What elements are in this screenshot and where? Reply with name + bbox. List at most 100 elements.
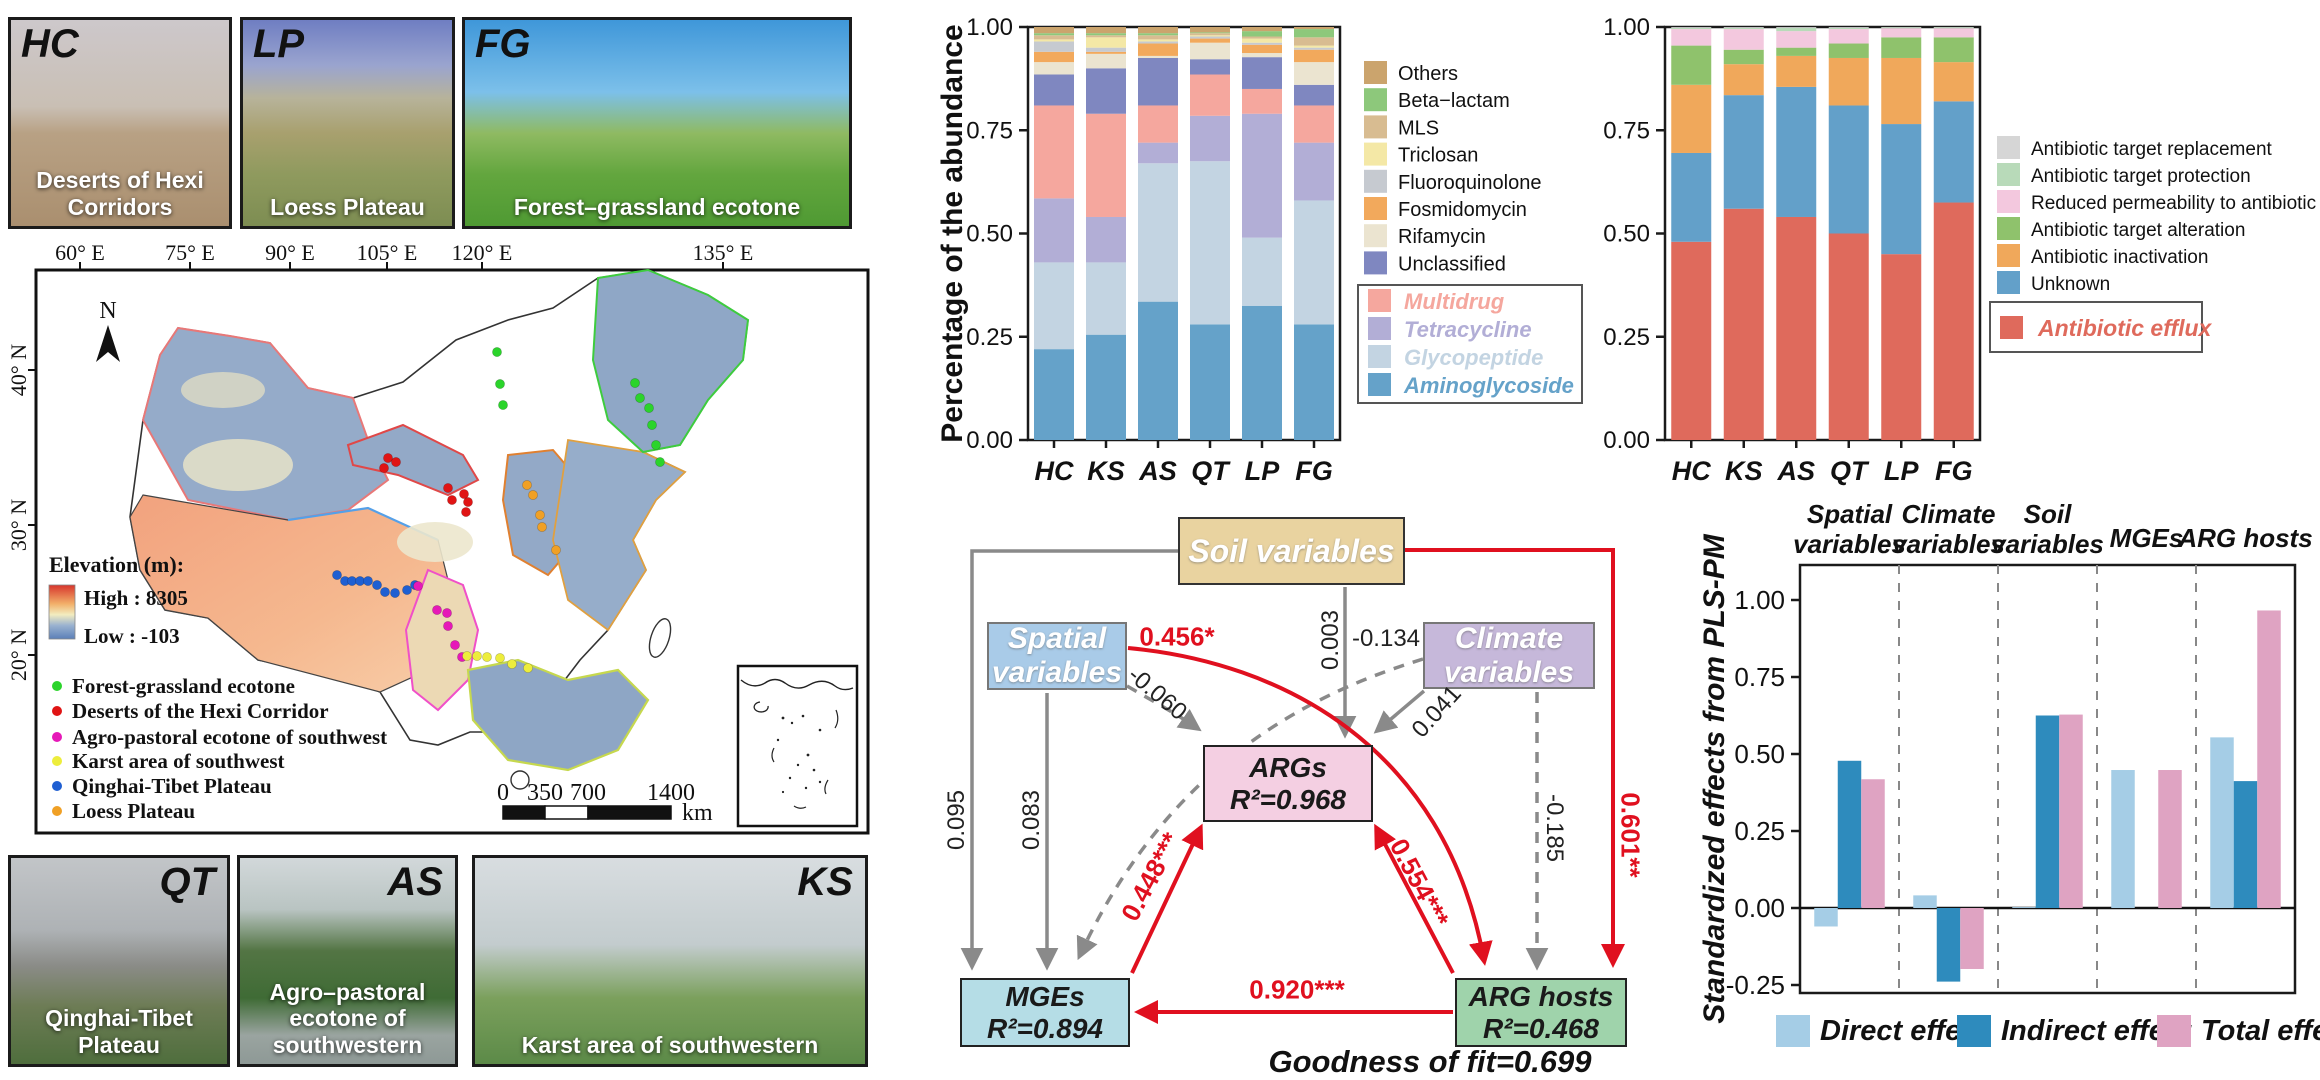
elevation-gradient-bar xyxy=(48,584,76,640)
group-label: variables xyxy=(1991,529,2104,559)
group-label: Climate xyxy=(1902,499,1996,529)
legend-swatch xyxy=(1368,317,1391,340)
sample-site-dot-Forest-grassland ecotone xyxy=(498,400,508,410)
bar-segment-KS-Glycopeptide xyxy=(1086,262,1126,335)
lon-tick-label: 120° E xyxy=(452,240,513,265)
bar-Total effect-Spatial variables xyxy=(1861,779,1885,908)
y-tick-label: 0.00 xyxy=(1734,893,1785,923)
legend-label-emphasized: Tetracycline xyxy=(1404,317,1532,342)
bar-segment-LP-Aminoglycoside xyxy=(1242,305,1282,440)
bar-segment-LP-Antibiotic efflux xyxy=(1881,254,1922,440)
bar-segment-FG-Antibiotic inactivation xyxy=(1933,62,1974,102)
legend-label: Total effect xyxy=(2201,1015,2320,1047)
bar-segment-QT-Fluoroquinolone xyxy=(1190,36,1230,39)
y-tick-label: 1.00 xyxy=(1603,14,1650,41)
scale-unit: km xyxy=(682,800,713,826)
bar-segment-KS-Antibiotic efflux xyxy=(1723,208,1764,440)
coef-hosts-mges: 0.920*** xyxy=(1249,974,1345,1005)
coef-spatial-hosts: 0.456* xyxy=(1139,621,1215,652)
sample-site-dot-Qinghai-Tibet Plateau xyxy=(363,576,373,586)
bar-segment-HC-Glycopeptide xyxy=(1034,262,1074,350)
bar-segment-LP-Antibiotic target protection xyxy=(1881,27,1922,29)
x-category-label: KS xyxy=(1725,456,1763,486)
scale-tick: 0 xyxy=(497,780,509,806)
x-category-label: AS xyxy=(1776,456,1815,486)
bar-segment-QT-Rifamycin xyxy=(1190,42,1230,60)
lon-tick-label: 90° E xyxy=(265,240,315,265)
coef-soil-args: 0.003 xyxy=(1317,609,1344,671)
region-hexi-corridor xyxy=(346,423,480,497)
sample-site-dot-Deserts of the Hexi Corridor xyxy=(461,507,471,517)
sample-site-dot-Qinghai-Tibet Plateau xyxy=(380,587,390,597)
legend-label: Rifamycin xyxy=(1398,226,1486,248)
legend-swatch xyxy=(1364,61,1387,84)
bar-segment-FG-Beta−lactam xyxy=(1294,29,1334,38)
sample-site-dot-Karst area of southwest xyxy=(523,663,533,673)
bar-segment-KS-Antibiotic target protection xyxy=(1723,27,1764,30)
bar-segment-KS-Rifamycin xyxy=(1086,53,1126,69)
legend-label: Unclassified xyxy=(1398,253,1506,275)
legend-label: Antibiotic inactivation xyxy=(2031,247,2208,268)
y-tick-label: 0.00 xyxy=(966,427,1013,454)
bar-segment-QT-Beta−lactam xyxy=(1190,32,1230,34)
bar-segment-QT-Multidrug xyxy=(1190,74,1230,116)
lat-tick-label: 30° N xyxy=(8,499,31,551)
photo-hexi-corridor: HC Deserts of Hexi Corridors xyxy=(8,17,232,229)
bar-segment-FG-Glycopeptide xyxy=(1294,200,1334,325)
legend-swatch xyxy=(1368,289,1391,312)
photo-code-as: AS xyxy=(387,860,443,904)
bar-segment-FG-Antibiotic efflux xyxy=(1933,202,1974,440)
sample-site-dot-Loess Plateau xyxy=(528,490,538,500)
bar-segment-AS-MLS xyxy=(1138,35,1178,40)
box-r2: R²=0.968 xyxy=(1230,783,1346,815)
elevation-low: Low : -103 xyxy=(84,624,180,648)
bar-segment-LP-MLS xyxy=(1242,36,1282,39)
bar-Total effect-MGEs xyxy=(2158,770,2182,908)
site-label: Loess Plateau xyxy=(72,799,195,823)
bar-segment-QT-Antibiotic target alteration xyxy=(1828,43,1869,58)
photo-code-ks: KS xyxy=(797,860,853,904)
legend-box xyxy=(1357,284,1583,404)
y-tick-label: 0.50 xyxy=(966,221,1013,248)
x-category-label: HC xyxy=(1672,456,1711,486)
legend-box xyxy=(1989,301,2203,353)
legend-label: Triclosan xyxy=(1398,145,1478,167)
bar-segment-QT-Fosmidomycin xyxy=(1190,38,1230,43)
bar-segment-LP-Antibiotic target alteration xyxy=(1881,37,1922,58)
bar-segment-HC-Rifamycin xyxy=(1034,62,1074,75)
bar-segment-LP-Fluoroquinolone xyxy=(1242,42,1282,45)
sample-site-dot-Karst area of southwest xyxy=(472,651,482,661)
legend-label: Antibiotic target protection xyxy=(2031,166,2251,187)
sample-site-dot-Agro-pastoral ecotone of southwest xyxy=(413,581,423,591)
bar-segment-AS-Fosmidomycin xyxy=(1138,43,1178,56)
site-label: Agro-pastoral ecotone of southwest xyxy=(72,725,387,749)
path-climate-mges-dashed xyxy=(1076,657,1424,961)
elevation-legend: Elevation (m): High : 8305 Low : -103 xyxy=(48,552,188,648)
photo-code-hc: HC xyxy=(21,22,79,66)
y-tick-label: -0.25 xyxy=(1726,970,1785,1000)
bar-segment-FG-Tetracycline xyxy=(1294,142,1334,201)
sample-site-dot-Qinghai-Tibet Plateau xyxy=(332,570,342,580)
latent-box-mges: MGEs R²=0.894 xyxy=(960,978,1130,1047)
bar-segment-AS-Antibiotic target replacement xyxy=(1776,27,1817,28)
bar-segment-LP-Others xyxy=(1242,27,1282,32)
map-regions xyxy=(129,268,750,790)
path-spatial-args-dashed xyxy=(1126,684,1202,732)
plot-frame xyxy=(1798,563,2297,995)
region-northeast xyxy=(591,268,750,454)
path-mges-args-red xyxy=(1130,823,1204,974)
site-dot xyxy=(52,781,62,791)
bar-segment-QT-Unknown xyxy=(1828,105,1869,234)
sample-site-dot-Deserts of the Hexi Corridor xyxy=(459,489,469,499)
group-label: MGEs xyxy=(2110,523,2184,553)
bar-segment-KS-Aminoglycoside xyxy=(1086,334,1126,440)
legend-swatch xyxy=(1957,1015,1991,1047)
bar-segment-FG-Reduced permeability to antibiotic xyxy=(1933,28,1974,38)
bar-segment-HC-Beta−lactam xyxy=(1034,33,1074,36)
photo-code-lp: LP xyxy=(253,22,305,66)
north-label: N xyxy=(99,298,116,324)
y-tick-label: 0.75 xyxy=(1603,117,1650,144)
bar-segment-KS-Antibiotic target replacement xyxy=(1723,27,1764,28)
bar-segment-LP-Unclassified xyxy=(1242,57,1282,89)
legend-label: Fosmidomycin xyxy=(1398,199,1527,221)
